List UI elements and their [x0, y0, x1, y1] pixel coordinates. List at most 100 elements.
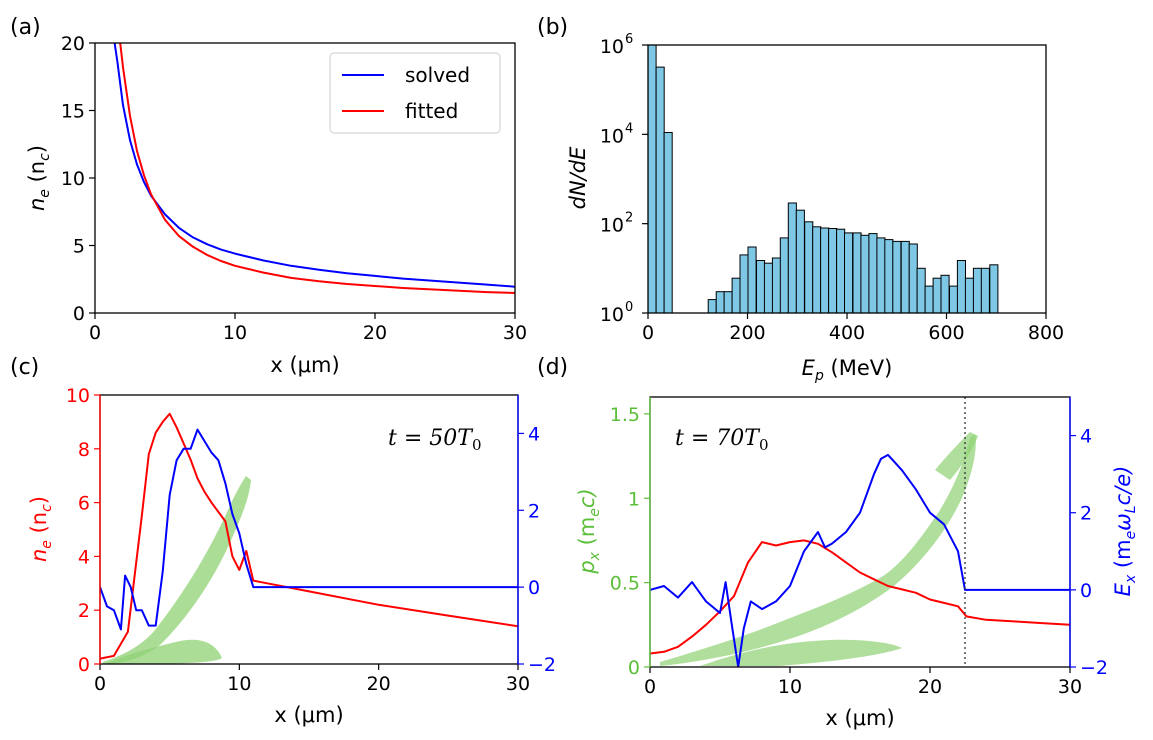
histogram-bar: [900, 240, 910, 314]
d-xtick-20: 20: [918, 676, 942, 698]
panel-a-ylabel-open: (n: [25, 161, 49, 189]
histogram-bar: [707, 299, 717, 314]
d-ytick-0.5: 0.5: [610, 573, 640, 595]
cloud-low: [105, 639, 222, 664]
d-xtick-30: 30: [1058, 676, 1082, 698]
panel-a: (a) 0 10 20 30 0 5 10 15 20 x (μm) ne (nc) solve…: [10, 15, 527, 377]
cloud-diagonal: [660, 434, 976, 666]
histogram-bar: [804, 221, 814, 314]
histogram-bar: [756, 260, 766, 314]
b-ytick-base: 10: [600, 36, 624, 58]
panel-c-ylabel-c: c: [39, 504, 55, 512]
c-ytick-4: 4: [78, 546, 90, 568]
b-xtick-400: 400: [829, 322, 865, 344]
panel-b-ylabel: dN/dE: [566, 146, 590, 209]
histogram-bar: [655, 66, 665, 314]
a-xtick-10: 10: [223, 322, 247, 344]
b-xtick-0: 0: [642, 322, 654, 344]
panel-d-y2label-x: x: [1123, 574, 1139, 584]
panel-d-y2label-omega: ω: [1111, 513, 1135, 531]
panel-d-ann-sub: 0: [759, 436, 769, 454]
d-ytick-0: 0: [628, 657, 640, 679]
series-line-E_x: [650, 453, 1070, 667]
panel-a-ticks: 0 10 20 30 0 5 10 15 20: [61, 33, 527, 344]
panel-c-ylabel-e: e: [39, 540, 55, 549]
panel-c-particle-cloud: [103, 476, 251, 664]
d-ytick-1.5: 1.5: [610, 404, 640, 426]
histogram-bar: [663, 132, 673, 314]
histogram-bar: [972, 267, 983, 314]
panel-d-ylabel-c: c): [575, 488, 599, 508]
b-ytick-exp: 0: [625, 300, 633, 315]
histogram-bar: [747, 246, 757, 314]
series-line-n_e: [650, 539, 1070, 655]
histogram-bar: [860, 234, 870, 314]
panel-c-ylabel-n: n: [27, 549, 51, 562]
panel-b-xlabel-p: p: [814, 368, 824, 384]
histogram-bar: [956, 260, 967, 314]
panel-c-ylabel: ne (nc): [27, 496, 55, 562]
c-ytick-2: 2: [78, 600, 90, 622]
histogram-bar: [924, 285, 934, 314]
b-xtick-200: 200: [729, 322, 765, 344]
panel-d-particle-cloud: [660, 432, 978, 666]
panel-d-ticks: 0 10 20 30 0 0.5 1 1.5 −2 0 2 4: [610, 397, 1108, 698]
panel-b-xlabel-e: E: [802, 356, 816, 380]
c-ytick-6: 6: [78, 493, 90, 515]
panel-d-label: (d): [537, 355, 568, 380]
c-xtick-10: 10: [227, 673, 251, 695]
histogram-bar: [820, 227, 830, 314]
a-xtick-30: 30: [503, 322, 527, 344]
histogram-bar: [980, 267, 990, 314]
d-xtick-10: 10: [778, 676, 802, 698]
d-y2tick-2: 2: [1080, 503, 1092, 525]
histogram-bar: [787, 202, 797, 314]
b-ytick-base: 10: [600, 304, 624, 326]
cloud-tip: [935, 432, 978, 480]
panel-b-label: (b): [537, 15, 568, 40]
panel-a-ylabel-n: n: [25, 198, 49, 211]
c-xtick-30: 30: [506, 673, 530, 695]
panel-c-ylabel-open: (n: [27, 512, 51, 540]
panel-b-xlabel: Ep (MeV): [802, 356, 893, 384]
histogram-bar: [779, 237, 789, 314]
a-ytick-5: 5: [73, 236, 85, 258]
panel-d-ylabel-x: x: [587, 551, 603, 561]
histogram-bar: [828, 228, 838, 314]
series-line-fitted: [119, 43, 515, 294]
b-xtick-800: 800: [1028, 322, 1064, 344]
histogram-bar: [739, 254, 749, 314]
panel-d-y2label-open: (m: [1111, 539, 1135, 574]
series-line-n_e: [100, 412, 518, 660]
d-y2tick-−2: −2: [1080, 657, 1108, 679]
legend-box: [329, 52, 501, 134]
histogram-bar: [949, 285, 959, 314]
panel-c-ann-prefix: t = 50: [388, 426, 457, 451]
b-ytick-base: 10: [600, 125, 624, 147]
b-xtick-600: 600: [928, 322, 964, 344]
a-xtick-0: 0: [89, 322, 101, 344]
d-ytick-1: 1: [628, 488, 640, 510]
histogram-bar: [844, 232, 854, 314]
histogram-bar: [723, 291, 733, 314]
panel-c-xlabel: x (μm): [274, 703, 343, 727]
panel-d-ylabel-open: (m: [575, 517, 599, 552]
d-y2tick-4: 4: [1080, 426, 1092, 448]
histogram-bar: [771, 257, 782, 314]
panel-a-ylabel-e: e: [37, 189, 53, 198]
panel-a-label: (a): [10, 15, 41, 40]
panel-a-ylabel-close: ): [25, 145, 49, 153]
panel-d-ylabel-e: e: [587, 508, 603, 517]
panel-d-y2label-L: L: [1123, 505, 1139, 513]
histogram-bar: [908, 243, 918, 314]
histogram-bar: [795, 209, 805, 314]
histogram-bar: [884, 239, 894, 314]
histogram-bar: [876, 237, 886, 314]
histogram-bar: [852, 232, 862, 314]
panel-a-ylabel-c: c: [37, 153, 53, 161]
a-ytick-15: 15: [61, 101, 85, 123]
a-ytick-10: 10: [61, 168, 85, 190]
c-xtick-20: 20: [367, 673, 391, 695]
c-y2tick-−2: −2: [528, 654, 556, 676]
